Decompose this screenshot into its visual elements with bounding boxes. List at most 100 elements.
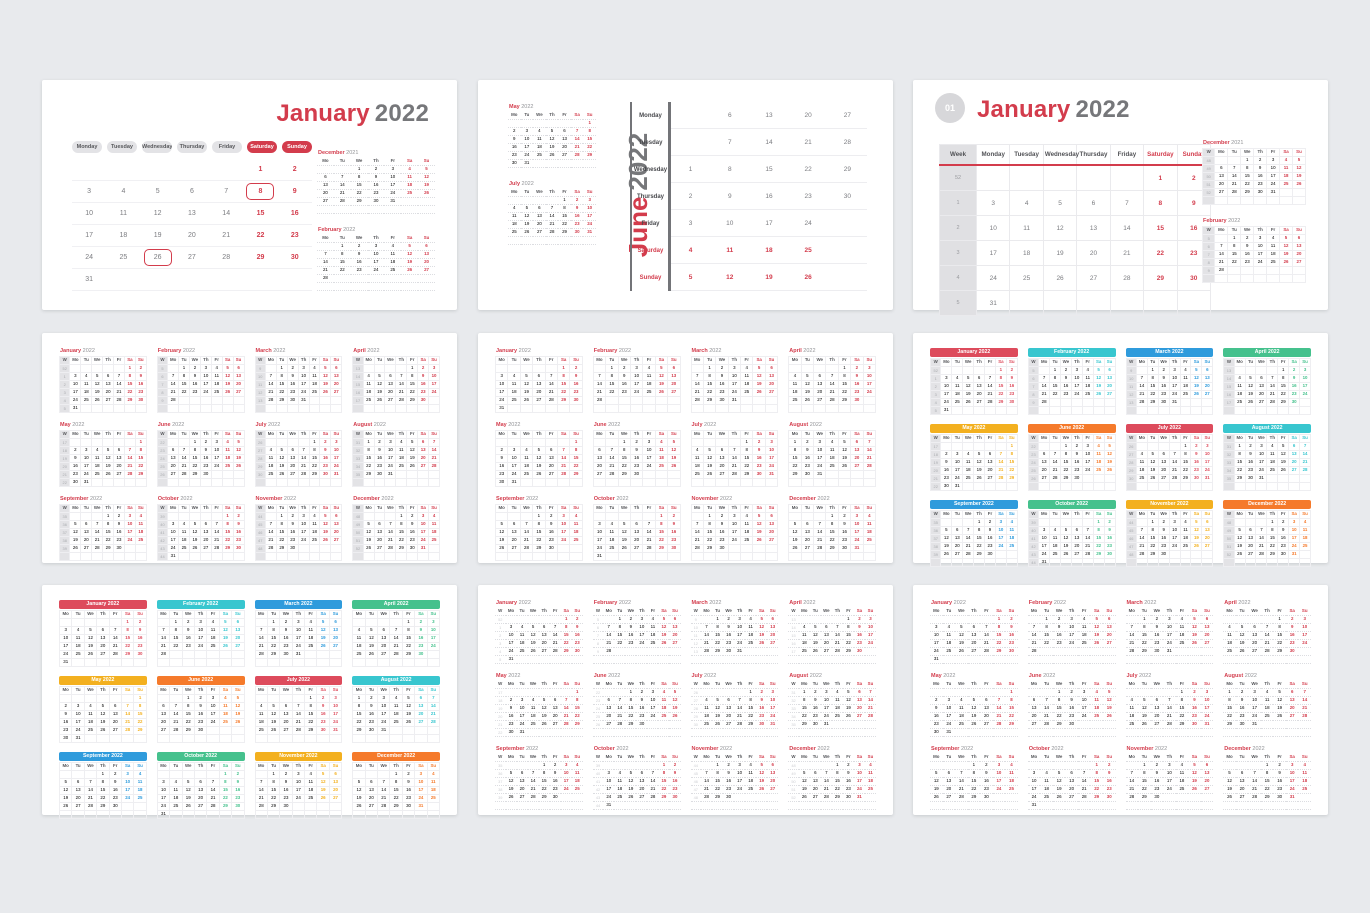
day-cell <box>702 404 717 413</box>
day-cell <box>1236 656 1249 664</box>
day-cell <box>603 729 614 737</box>
weekday-pill-monday[interactable]: Monday <box>72 141 102 153</box>
day-cell: 28 <box>690 544 704 553</box>
day-cell <box>1090 802 1103 810</box>
day-cell <box>377 770 391 779</box>
day-cell <box>316 810 330 819</box>
day-cell: 6 <box>771 616 774 622</box>
weekday-pill-thursday[interactable]: Thursday <box>177 141 207 153</box>
day-cell: 20 <box>1154 713 1160 719</box>
weekday-header: Su <box>330 504 343 513</box>
day-cell: 14 <box>549 213 555 219</box>
day-cell: 2 <box>374 166 378 172</box>
day-cell: 19 <box>1056 786 1062 792</box>
day-cell <box>642 470 656 479</box>
mini-month-header-bar: October 2022 <box>1027 500 1116 509</box>
day-cell <box>788 364 802 373</box>
card-year-grid-week-col[interactable]: January 2022 W Mo Tu We Th Fr Sa Su 52 1 2 1 3 4 5 6 7 8 9 2… <box>42 333 457 563</box>
day-cell <box>169 810 183 819</box>
day-cell: 23 <box>759 713 765 719</box>
selected-day[interactable]: 8 <box>246 183 275 200</box>
day-cell: 18 <box>390 259 396 265</box>
weekday-header: Th <box>1168 358 1181 367</box>
day-cell: 26 <box>661 640 667 646</box>
weekday-pill-wednesday[interactable]: Wednesday <box>142 141 172 153</box>
day-cell: 11 <box>1135 458 1148 467</box>
card-year-grid-colored[interactable]: January 2022 Mo Tu We Th Fr Sa Su 1 2 3 4 5 6 7 8 9 10 11 1… <box>42 585 457 819</box>
day-cell: 5 <box>231 694 245 703</box>
day-cell: 9 <box>1057 624 1061 630</box>
day-cell: 23 <box>356 267 362 273</box>
day-cell: 4 <box>651 616 655 622</box>
weekday-pill-sunday[interactable]: Sunday <box>282 141 312 153</box>
selected-day[interactable]: 26 <box>143 249 172 266</box>
day-cell: 24 <box>951 474 964 483</box>
day-cell: 5 <box>316 770 330 779</box>
weekday-header: Fr <box>1081 681 1087 687</box>
day-cell <box>1126 729 1139 737</box>
day-cell <box>188 512 201 521</box>
weekday-header: Mo <box>58 762 73 771</box>
day-cell: 25 <box>1227 648 1232 654</box>
day-cell <box>799 762 810 770</box>
weekday-pill-friday[interactable]: Friday <box>212 141 242 153</box>
day-cell: 17 <box>384 454 397 463</box>
card-month-view-weeks[interactable]: 01 January 2022 Week Monday Tuesday Wednesda… <box>913 80 1328 316</box>
day-cell <box>605 396 619 405</box>
day-cell: 9 <box>133 626 147 635</box>
card-year-grid-lines-week-col[interactable]: January 2022 W Mo Tu We Th Fr Sa Su 52 1 2 1 3 4 5 6 7 8 9 2… <box>478 585 893 815</box>
card-year-grid-lines[interactable]: January 2022 Mo Tu We Th Fr Sa Su 1 2 3 4 5 6 7 8 9 10 11 1… <box>913 585 1328 815</box>
day-cell: 7 <box>618 697 622 703</box>
week-number: 35 <box>498 762 503 768</box>
day-cell: 28 <box>1135 398 1148 407</box>
card-month-view-rows[interactable]: May 2022 Mo Tu We Th Fr Sa Su 1 2 3 4 5 6 7 8 9 10 11 12 13 1… <box>478 80 893 310</box>
card-year-grid-colored-week-col[interactable]: January 2022 W Mo Tu We Th Fr Sa Su 52 1 2 1 3 4 5 6 7 8 9 2… <box>913 333 1328 567</box>
day-cell <box>832 721 843 729</box>
day-cell: 4 <box>507 372 521 381</box>
day-cell <box>843 729 854 737</box>
day-cell: 3 <box>640 616 644 622</box>
weekday-header: Fr <box>650 681 656 687</box>
day-cell: 13 <box>951 534 964 543</box>
mini-month-title: December 2022 <box>789 496 876 502</box>
day-cell <box>1126 689 1139 697</box>
day-cell <box>304 734 318 743</box>
day-cell: 22 <box>1092 542 1105 551</box>
day-cell <box>1138 656 1151 664</box>
card-year-grid-plain[interactable]: January 2022 Mo Tu We Th Fr Sa Su 1 2 3 4 5 6 7 8 9 10 11 1… <box>478 333 893 563</box>
weekday-header: Th <box>736 681 743 687</box>
weekday-pill-tuesday[interactable]: Tuesday <box>107 141 137 153</box>
day-cell <box>1157 406 1170 415</box>
day-cell: 18 <box>206 634 220 643</box>
card-month-view-pills[interactable]: January 2022 Monday Tuesday Wednesday Thursd… <box>42 80 457 310</box>
day-cell: 1 <box>304 694 318 703</box>
weekday-header: Sa <box>1092 510 1105 519</box>
weekday-header: Su <box>867 754 874 760</box>
day-cell: 19 <box>800 388 815 397</box>
day-cell <box>528 656 539 664</box>
day-cell: 25 <box>221 462 234 471</box>
day-cell <box>968 656 981 664</box>
weekday-header: Tu <box>812 754 818 760</box>
day-cell: 9 <box>752 446 766 455</box>
day-cell <box>373 404 386 413</box>
day-cell: 15 <box>102 528 115 537</box>
day-cell: 27 <box>800 544 815 553</box>
day-cell: 11 <box>1049 534 1061 543</box>
day-cell: 25 <box>511 229 517 235</box>
day-cell: 2 <box>69 446 82 455</box>
day-cell: 19 <box>102 462 115 471</box>
weekday-pill-saturday[interactable]: Saturday <box>247 141 277 153</box>
day-cell <box>83 694 98 703</box>
day-cell: 22 <box>1266 542 1279 551</box>
day-cell <box>973 482 986 491</box>
day-cell: 21 <box>862 454 877 463</box>
day-cell: 8 <box>749 697 752 703</box>
day-cell: 24 <box>1252 713 1258 719</box>
weekday-header: Sa <box>417 430 430 439</box>
day-cell: 16 <box>574 632 580 638</box>
weekday-header: Sa <box>752 356 766 365</box>
day-cell: 6 <box>377 626 391 635</box>
weekday-header: Sa <box>406 235 413 241</box>
day-cell: 20 <box>232 380 245 389</box>
